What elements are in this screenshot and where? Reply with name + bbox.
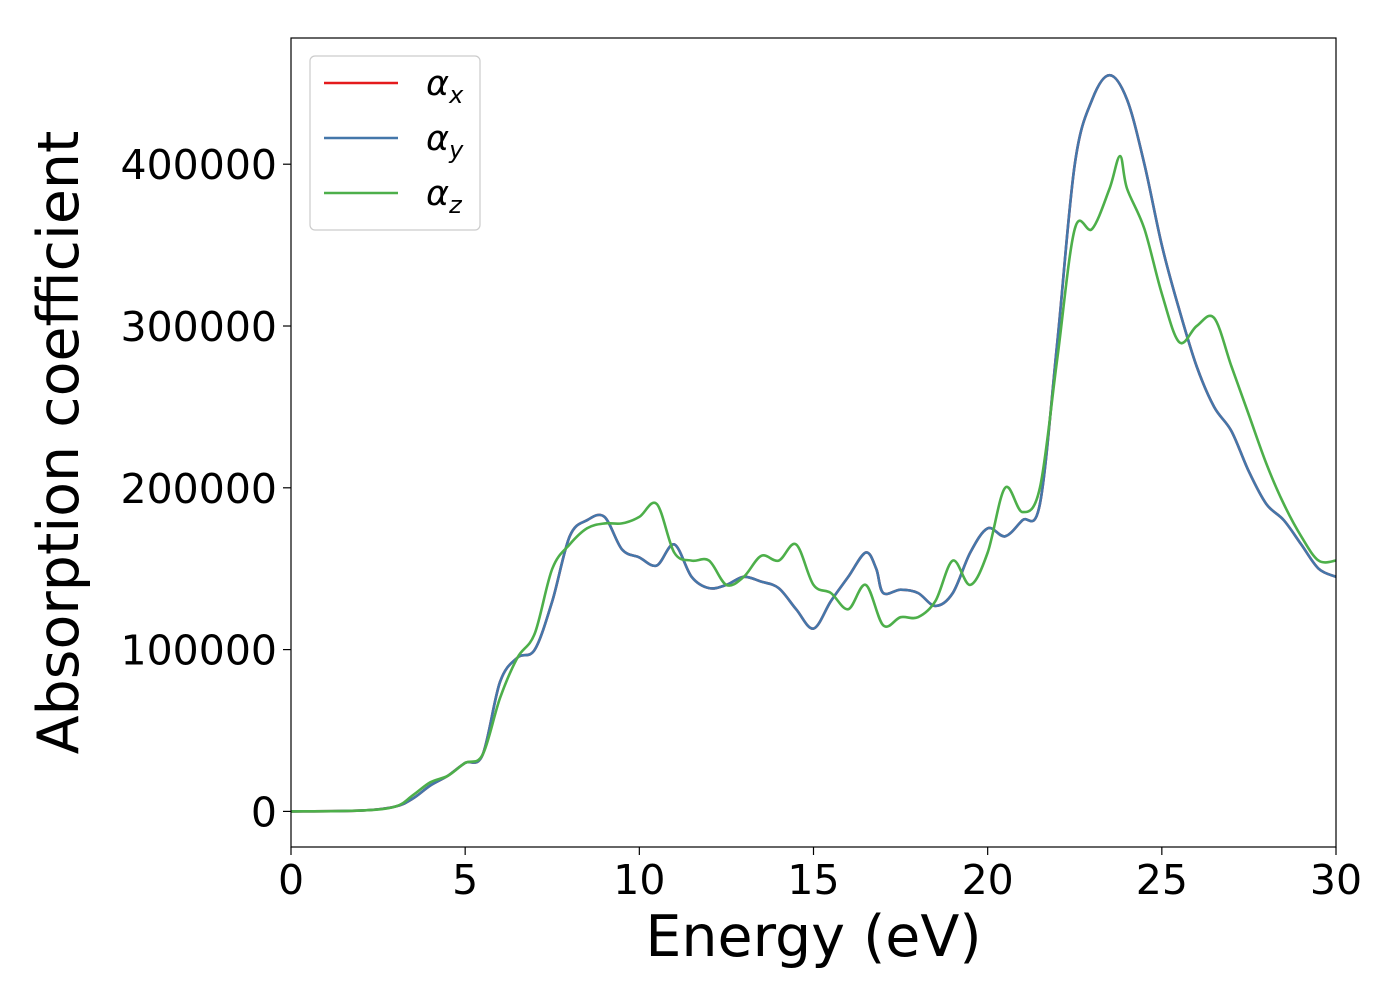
legend: αx αy αz: [309, 55, 481, 231]
y-tick-label: 300000: [120, 303, 277, 351]
legend-label-x: αx: [426, 64, 464, 109]
x-axis-label: Energy (eV): [645, 904, 981, 970]
legend-label-y: αy: [426, 119, 464, 164]
y-tick-label: 0: [251, 788, 277, 836]
series-line-y: [290, 73, 1337, 813]
x-tick-label: 10: [613, 856, 665, 904]
legend-label-z: αz: [426, 174, 463, 219]
y-tick-label: 400000: [120, 141, 277, 189]
x-tick-label: 20: [962, 856, 1014, 904]
x-tick-label: 15: [787, 856, 839, 904]
series-layer: [290, 73, 1337, 813]
legend-box: [309, 55, 481, 231]
y-tick-label: 200000: [120, 465, 277, 513]
x-tick-label: 30: [1310, 856, 1362, 904]
y-axis: 0 100000 200000 300000 400000: [120, 141, 291, 836]
y-axis-label: Absorption coefficient: [26, 131, 92, 755]
x-tick-label: 0: [278, 856, 304, 904]
x-tick-label: 25: [1136, 856, 1188, 904]
y-tick-label: 100000: [120, 627, 277, 675]
x-tick-label: 5: [452, 856, 478, 904]
series-line-z: [290, 154, 1337, 813]
x-axis: 0 5 10 15 20 25 30: [278, 847, 1362, 904]
